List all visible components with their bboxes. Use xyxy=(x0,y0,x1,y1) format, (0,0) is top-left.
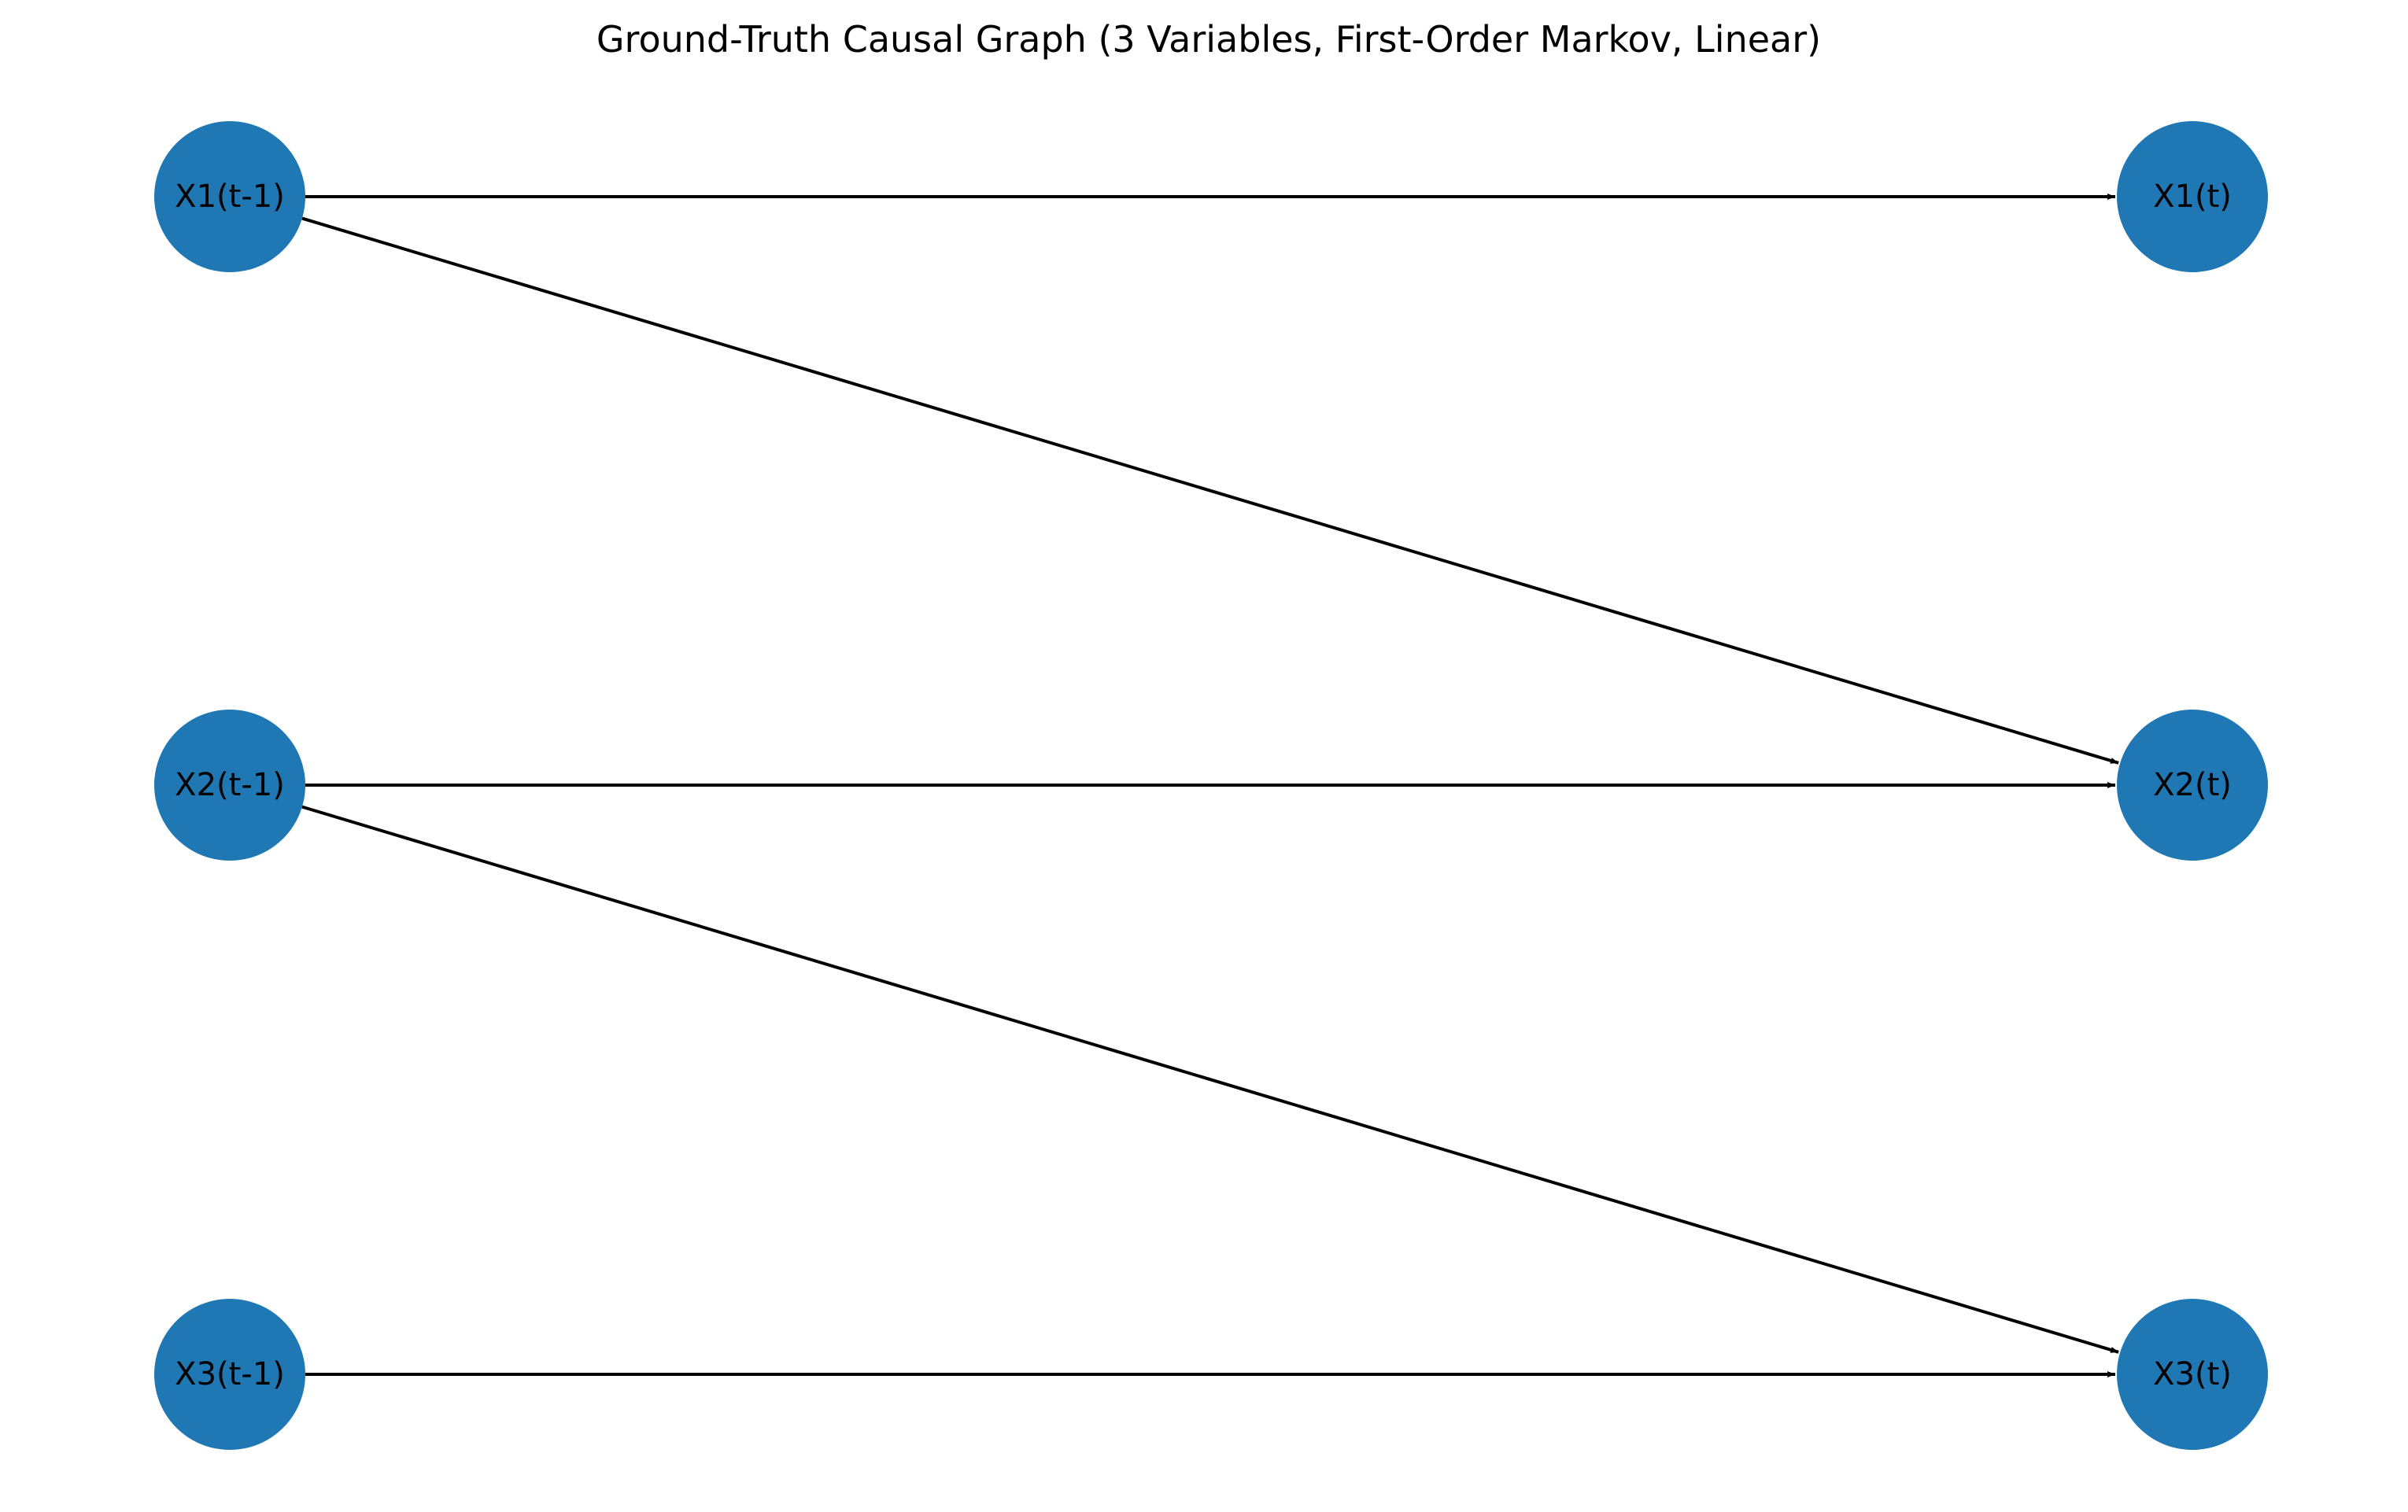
graph-title: Ground-Truth Causal Graph (3 Variables, … xyxy=(596,18,1821,61)
node-circle xyxy=(154,710,305,861)
edge-x1_prev-to-x2_now xyxy=(301,216,2119,765)
node-circle xyxy=(2117,710,2268,861)
node-label: X2(t-1) xyxy=(175,767,285,803)
nodes-layer: X1(t-1) X2(t-1) X3(t-1) X1(t) X2(t) X3(t) xyxy=(154,121,2268,1450)
node-label: X3(t) xyxy=(2153,1356,2232,1392)
node-label: X1(t) xyxy=(2153,179,2232,215)
node-circle xyxy=(154,121,305,272)
node-label: X3(t-1) xyxy=(175,1356,285,1392)
node-circle xyxy=(154,1299,305,1450)
node-x2_prev: X2(t-1) xyxy=(154,710,305,861)
node-x3_prev: X3(t-1) xyxy=(154,1299,305,1450)
node-label: X1(t-1) xyxy=(175,179,285,215)
edges-layer xyxy=(301,194,2119,1377)
node-x2_now: X2(t) xyxy=(2117,710,2268,861)
node-x3_now: X3(t) xyxy=(2117,1299,2268,1450)
node-x1_prev: X1(t-1) xyxy=(154,121,305,272)
node-x1_now: X1(t) xyxy=(2117,121,2268,272)
edge-x2_prev-to-x3_now xyxy=(301,805,2119,1354)
node-circle xyxy=(2117,121,2268,272)
node-circle xyxy=(2117,1299,2268,1450)
node-label: X2(t) xyxy=(2153,767,2232,803)
